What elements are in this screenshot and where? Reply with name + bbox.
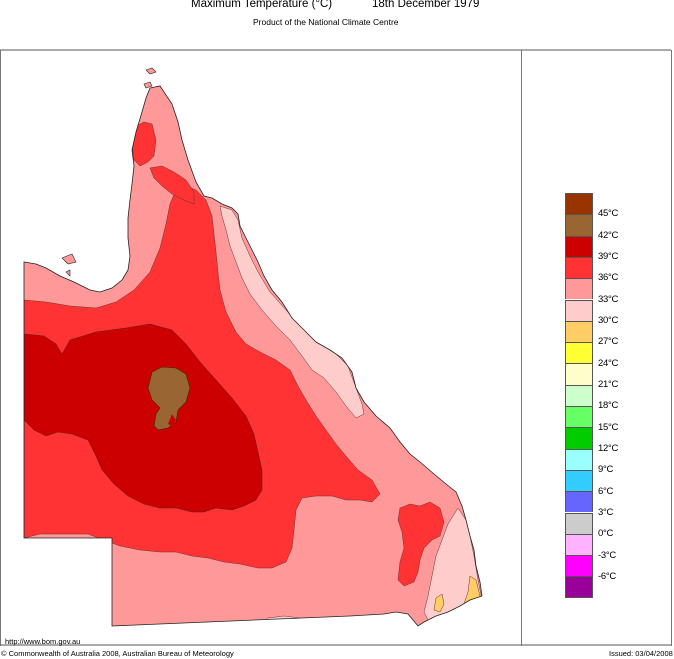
frame-border-right xyxy=(671,50,672,646)
map-subtitle: Product of the National Climate Centre xyxy=(253,17,399,27)
bom-url[interactable]: http://www.bom.gov.au xyxy=(5,637,81,646)
legend-swatch-39-42 xyxy=(565,235,593,257)
map-title: Maximum Temperature (°C) xyxy=(191,0,333,10)
legend-label-18: 18°C xyxy=(598,400,619,411)
legend-swatch-minus6-minus3 xyxy=(565,555,593,577)
legend-swatch-33-36 xyxy=(565,278,593,300)
legend-swatch-18-21 xyxy=(565,384,593,406)
temperature-zones xyxy=(24,86,482,626)
islands xyxy=(61,67,157,277)
legend-swatch-6-9 xyxy=(565,469,593,492)
legend-swatch-0-3 xyxy=(565,512,593,534)
legend-label-0: 0°C xyxy=(598,528,614,539)
legend-label-30: 30°C xyxy=(598,315,619,326)
frame-border-left xyxy=(0,50,1,646)
legend-swatch-30-33 xyxy=(565,299,593,321)
zone-30-33-east-coast xyxy=(219,205,365,419)
legend-swatch-3-6 xyxy=(565,491,593,513)
legend-label-33: 33°C xyxy=(598,294,619,305)
zone-36-39-gulf-corridor xyxy=(149,165,195,205)
legend-swatch-below-minus6 xyxy=(565,576,593,598)
legend-label-15: 15°C xyxy=(598,422,619,433)
legend-swatch-21-24 xyxy=(565,363,593,385)
zone-36-39-southeast-inland xyxy=(397,501,445,587)
legend-swatch-above-45 xyxy=(565,193,593,215)
legend-label-45: 45°C xyxy=(598,208,619,219)
legend-label-21: 21°C xyxy=(598,379,619,390)
legend-swatch-27-30 xyxy=(565,320,593,343)
legend-label-minus6: -6°C xyxy=(598,571,616,582)
legend-label-42: 42°C xyxy=(598,230,619,241)
legend-label-9: 9°C xyxy=(598,464,614,475)
legend-label-39: 39°C xyxy=(598,251,619,262)
queensland-temperature-map xyxy=(23,67,483,627)
legend-label-36: 36°C xyxy=(598,272,619,283)
map-frame xyxy=(0,49,671,646)
zone-39-42-inlet xyxy=(168,414,176,426)
legend-swatch-12-15 xyxy=(565,427,593,449)
copyright-notice: © Commonwealth of Australia 2008, Austra… xyxy=(1,649,234,658)
zone-39-42 xyxy=(24,323,263,513)
legend-label-minus3: -3°C xyxy=(598,550,616,561)
map-date: 18th December 1979 xyxy=(372,0,480,10)
issued-date: Issued: 03/04/2008 xyxy=(609,649,673,658)
zone-27-30-southeast-2 xyxy=(433,593,445,613)
legend-label-27: 27°C xyxy=(598,336,619,347)
legend-label-3: 3°C xyxy=(598,507,614,518)
legend-swatch-36-39 xyxy=(565,256,593,279)
legend-label-24: 24°C xyxy=(598,358,619,369)
zone-36-39-north-west-cape xyxy=(131,121,157,167)
legend-label-6: 6°C xyxy=(598,486,614,497)
legend-swatch-24-27 xyxy=(565,342,593,364)
title-row: Maximum Temperature (°C) 18th December 1… xyxy=(0,0,674,14)
frame-divider xyxy=(521,50,522,646)
legend-swatch-15-18 xyxy=(565,406,593,428)
legend-label-12: 12°C xyxy=(598,443,619,454)
legend-swatch-minus3-0 xyxy=(565,533,593,556)
legend-swatch-42-45 xyxy=(565,214,593,236)
legend-swatch-9-12 xyxy=(565,448,593,470)
